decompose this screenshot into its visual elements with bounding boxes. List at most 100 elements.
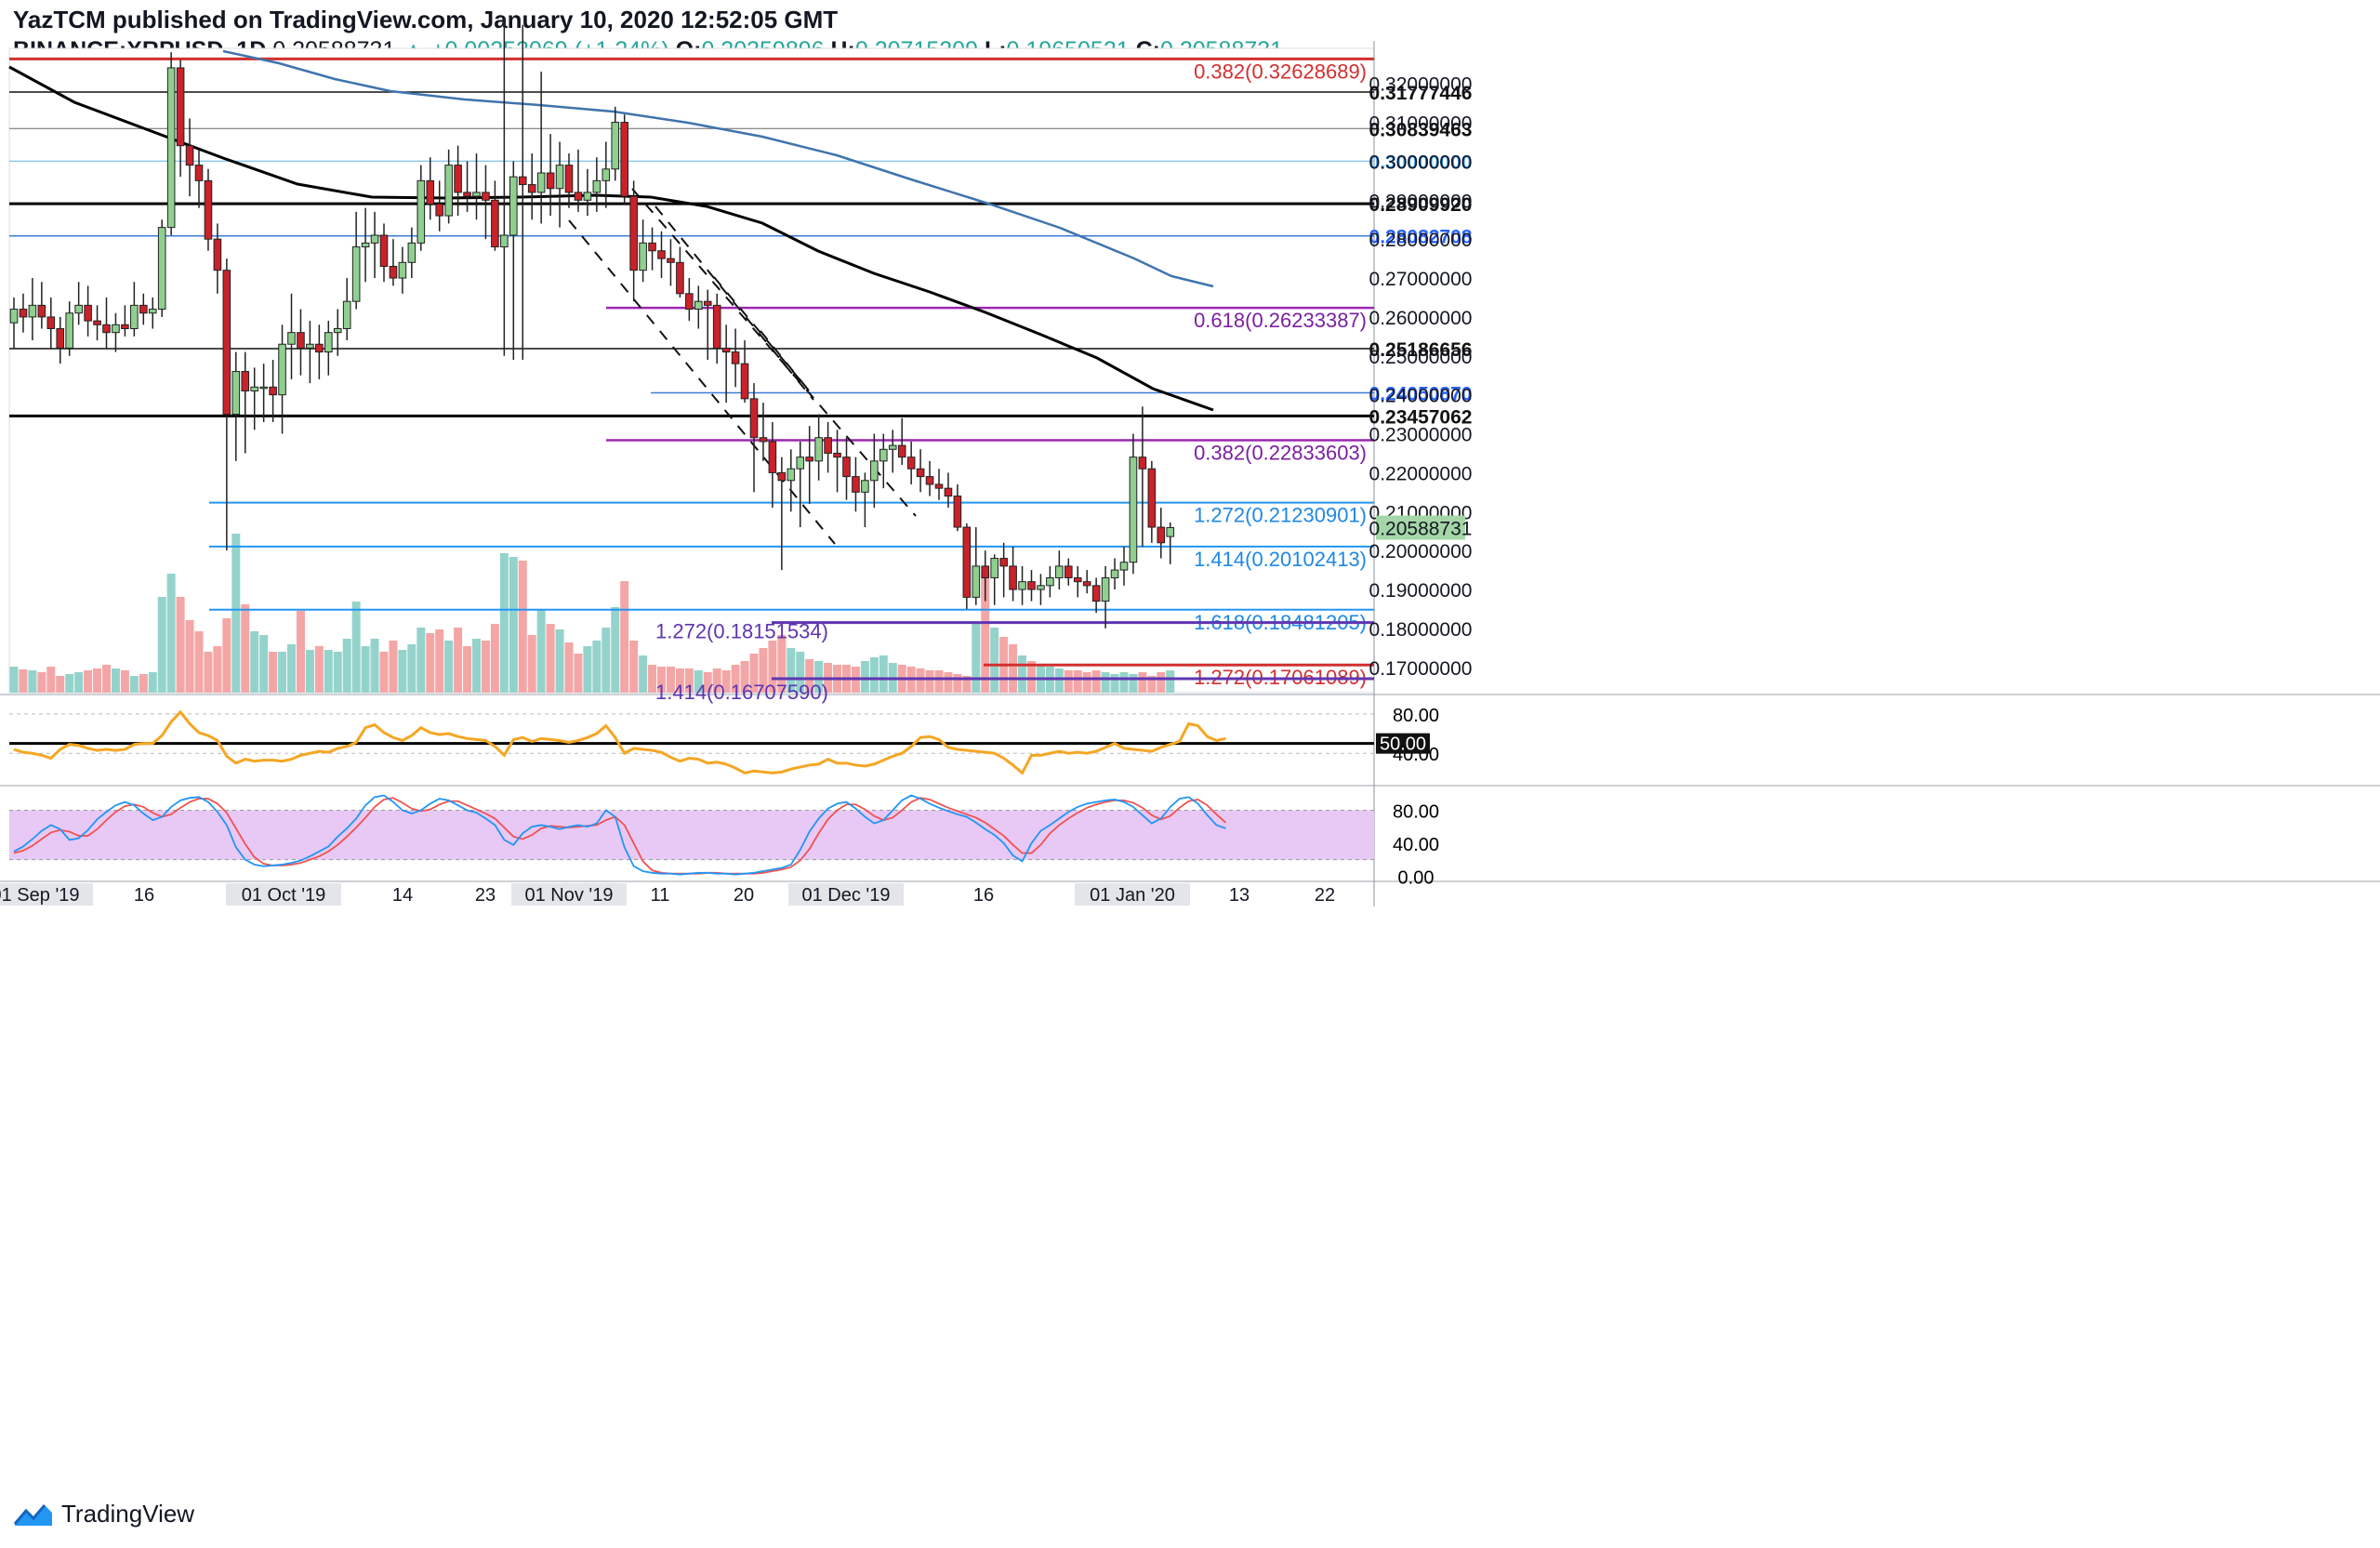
candle-up (306, 343, 314, 349)
volume-bar (787, 648, 796, 693)
level-label: 1.272(0.18151534) (655, 620, 828, 643)
candle-down (204, 179, 213, 240)
price-tick: 0.31000000 (1369, 113, 1473, 135)
time-tick: 16 (973, 885, 994, 906)
volume-bar (296, 611, 305, 693)
candle-down (944, 487, 953, 497)
candle-up (509, 176, 518, 236)
candle-up (1018, 581, 1026, 590)
candle-up (870, 460, 879, 482)
candle-down (56, 327, 65, 349)
publisher-text: YazTCM published on TradingView.com, Jan… (13, 6, 839, 33)
volume-bar (342, 639, 351, 693)
candle-down (1073, 576, 1082, 583)
candle-up (231, 371, 241, 416)
candle-down (833, 452, 841, 458)
price-tick: 0.18000000 (1369, 619, 1473, 641)
candle-down (1147, 468, 1157, 528)
candle-up (1101, 576, 1110, 602)
volume-bar (944, 672, 953, 693)
candle-up (1119, 562, 1129, 571)
candle-down (805, 456, 814, 462)
level-label-bg (1376, 404, 1465, 429)
candle-up (130, 304, 139, 329)
volume-bar (102, 665, 111, 693)
candle-down (185, 145, 194, 166)
rsi-line (13, 709, 1226, 775)
candle-down (1082, 581, 1091, 587)
tradingview-footer[interactable]: TradingView (13, 1500, 194, 1528)
horizontal-levels: 0.382(0.32628689)0.317774460.308394630.3… (9, 57, 1473, 704)
volume-bar (629, 641, 639, 693)
price-tick: 0.19000000 (1369, 580, 1473, 602)
volume-bar (583, 646, 592, 693)
volume-bar (574, 654, 583, 693)
sma-100-line (8, 65, 1214, 412)
volume-bar (435, 629, 444, 693)
level-label-bg (1376, 116, 1465, 141)
candle-up (583, 192, 592, 201)
volume-bar (684, 668, 694, 693)
volume-bar (564, 642, 574, 693)
channel-line (631, 188, 917, 517)
volume-bar (860, 661, 869, 693)
volume-bar (490, 624, 499, 693)
stoch-tick: 80.00 (1393, 801, 1439, 822)
volume-bar (657, 667, 666, 693)
candle-down (667, 258, 675, 263)
stoch-tick: 40.00 (1393, 835, 1439, 855)
volume-bar (731, 665, 740, 693)
volume-bar (721, 670, 731, 693)
candle-down (657, 250, 666, 259)
level-label: 1.414(0.16707590) (655, 681, 828, 704)
time-tick: 13 (1229, 885, 1250, 906)
channel-line (654, 205, 814, 401)
candle-down (768, 441, 777, 473)
volume-bar (166, 574, 176, 693)
time-tick-bg (226, 883, 341, 906)
volume-bar (222, 618, 231, 693)
candle-down (906, 456, 916, 470)
volume-bar (472, 639, 481, 693)
candle-down (1091, 585, 1101, 602)
candle-down (703, 300, 712, 306)
candle-up (796, 456, 805, 470)
volume-bar (463, 646, 472, 693)
volume-bar (278, 652, 287, 693)
candle-up (112, 324, 120, 334)
level-label: 0.28082708 (1369, 227, 1473, 248)
volume-bar (777, 635, 787, 693)
time-tick: 01 Jan '20 (1090, 885, 1175, 906)
stoch-k-line (13, 794, 1226, 876)
volume-bar (37, 672, 46, 693)
candle-down (897, 444, 906, 458)
volume-bar (444, 641, 454, 693)
candle-down (121, 324, 129, 329)
volume-bar (454, 628, 463, 693)
volume-bar (536, 609, 546, 693)
volume-bar (879, 655, 888, 693)
candle-up (694, 300, 703, 311)
volume-bar (546, 624, 555, 693)
candle-down (1027, 581, 1036, 590)
volume-bar (805, 659, 814, 693)
candle-down (777, 471, 787, 482)
volume-bar (916, 668, 925, 693)
candle-up (278, 343, 286, 396)
candle-up (324, 332, 333, 353)
volume-bar (592, 641, 602, 693)
time-tick-bg (0, 883, 93, 906)
volume-bar (287, 644, 296, 693)
grid (0, 41, 2380, 906)
volume-bar (1119, 672, 1129, 693)
volume-bar (749, 654, 759, 693)
volume-bar (509, 557, 518, 693)
time-tick: 01 Sep '19 (0, 885, 80, 906)
candle-down (824, 437, 832, 454)
volume-bar (981, 572, 990, 693)
time-tick: 01 Oct '19 (242, 885, 326, 906)
volume-bar (1064, 670, 1073, 693)
volume-bar (1027, 661, 1036, 693)
